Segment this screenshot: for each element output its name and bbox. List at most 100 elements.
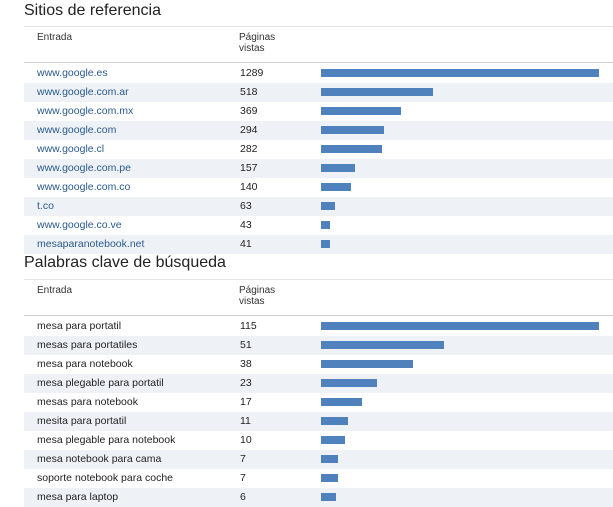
referrer-link[interactable]: www.google.com.pe [37, 162, 131, 174]
referrer-link[interactable]: www.google.com.co [37, 181, 131, 193]
bar-track [321, 341, 599, 349]
keyword-text: mesa para laptop [37, 491, 119, 503]
table-row: mesa para laptop 6 [24, 488, 613, 507]
page-views-bar [321, 240, 330, 248]
page-views-value: 282 [240, 143, 258, 155]
keyword-text: mesas para portatiles [37, 339, 138, 351]
keyword-text: mesa plegable para notebook [37, 434, 176, 446]
table-row: www.google.com.mx 369 [24, 102, 613, 121]
page-views-value: 38 [240, 358, 252, 370]
page-views-value: 63 [240, 200, 252, 212]
bar-track [321, 69, 599, 77]
referrers-col-views: Páginas vistas [239, 32, 299, 54]
referrer-link[interactable]: www.google.com.ar [37, 86, 129, 98]
table-row: www.google.com.pe 157 [24, 159, 613, 178]
keywords-col-views: Páginas vistas [239, 285, 299, 307]
table-row: www.google.com.co 140 [24, 178, 613, 197]
referrers-table: Entrada Páginas vistas www.google.es 1289… [24, 26, 613, 254]
page-views-value: 1289 [240, 67, 264, 79]
referrer-link[interactable]: www.google.com.mx [37, 105, 134, 117]
bar-track [321, 221, 599, 229]
table-row: mesa plegable para notebook 10 [24, 431, 613, 450]
bar-track [321, 417, 599, 425]
referrers-rows: www.google.es 1289 www.google.com.ar 518 www… [24, 63, 613, 254]
page-views-value: 43 [240, 219, 252, 231]
referrers-col-views-line1: Páginas [239, 32, 276, 43]
table-row: www.google.cl 282 [24, 140, 613, 159]
referrer-link[interactable]: www.google.es [37, 67, 108, 79]
page-views-bar [321, 88, 433, 96]
keyword-text: mesa para portatil [37, 320, 122, 332]
keywords-col-views-line1: Páginas [239, 285, 276, 296]
table-row: mesa plegable para portatil 23 [24, 374, 613, 393]
page-views-bar [321, 69, 599, 77]
page-views-bar [321, 126, 384, 134]
page-views-value: 157 [240, 162, 258, 174]
referrer-link[interactable]: mesaparanotebook.net [37, 238, 145, 250]
bar-track [321, 360, 599, 368]
table-row: mesa para portatil 115 [24, 317, 613, 336]
bar-track [321, 474, 599, 482]
page-views-bar [321, 221, 330, 229]
page-views-bar [321, 107, 401, 115]
table-row: mesa notebook para cama 7 [24, 450, 613, 469]
referrer-link[interactable]: t.co [37, 200, 54, 212]
keyword-text: mesa para notebook [37, 358, 133, 370]
keywords-title: Palabras clave de búsqueda [24, 254, 226, 271]
bar-track [321, 493, 599, 501]
keyword-text: soporte notebook para coche [37, 472, 174, 484]
bar-track [321, 398, 599, 406]
page-views-value: 518 [240, 86, 258, 98]
referrers-title: Sitios de referencia [24, 2, 161, 19]
bar-track [321, 107, 599, 115]
page-views-bar [321, 202, 335, 210]
page-views-bar [321, 436, 345, 444]
page-views-bar [321, 164, 355, 172]
bar-track [321, 240, 599, 248]
bar-track [321, 164, 599, 172]
keyword-text: mesita para portatil [37, 415, 127, 427]
page-views-value: 7 [240, 472, 246, 484]
page-views-value: 369 [240, 105, 258, 117]
keywords-table: Entrada Páginas vistas mesa para portati… [24, 279, 613, 507]
page-views-bar [321, 322, 599, 330]
page-views-value: 11 [240, 415, 251, 427]
table-row: soporte notebook para coche 7 [24, 469, 613, 488]
bar-track [321, 436, 599, 444]
page-views-bar [321, 341, 444, 349]
table-row: t.co 63 [24, 197, 613, 216]
page-views-value: 294 [240, 124, 258, 136]
referrers-header: Entrada Páginas vistas [24, 26, 613, 63]
page-views-value: 7 [240, 453, 246, 465]
page-views-bar [321, 360, 413, 368]
page-views-bar [321, 455, 338, 463]
bar-track [321, 455, 599, 463]
page-views-value: 17 [240, 396, 252, 408]
table-row: mesita para portatil 11 [24, 412, 613, 431]
table-row: mesas para notebook 17 [24, 393, 613, 412]
referrers-col-entry: Entrada [37, 32, 73, 43]
bar-track [321, 202, 599, 210]
page-views-value: 115 [240, 320, 257, 332]
keyword-text: mesa plegable para portatil [37, 377, 164, 389]
table-row: www.google.es 1289 [24, 64, 613, 83]
keywords-header: Entrada Páginas vistas [24, 279, 613, 316]
page-views-value: 10 [240, 434, 252, 446]
keywords-col-views-line2: vistas [239, 296, 265, 307]
referrer-link[interactable]: www.google.co.ve [37, 219, 122, 231]
page-views-value: 51 [240, 339, 252, 351]
page-views-value: 6 [240, 491, 246, 503]
page-views-bar [321, 417, 348, 425]
page-views-bar [321, 183, 351, 191]
page-views-bar [321, 379, 377, 387]
page-views-bar [321, 474, 338, 482]
page-views-value: 41 [240, 238, 252, 250]
table-row: www.google.co.ve 43 [24, 216, 613, 235]
keywords-rows: mesa para portatil 115 mesas para portatil… [24, 316, 613, 507]
bar-track [321, 183, 599, 191]
bar-track [321, 379, 599, 387]
page-views-value: 23 [240, 377, 252, 389]
referrer-link[interactable]: www.google.com [37, 124, 117, 136]
referrer-link[interactable]: www.google.cl [37, 143, 105, 155]
page-views-bar [321, 145, 382, 153]
